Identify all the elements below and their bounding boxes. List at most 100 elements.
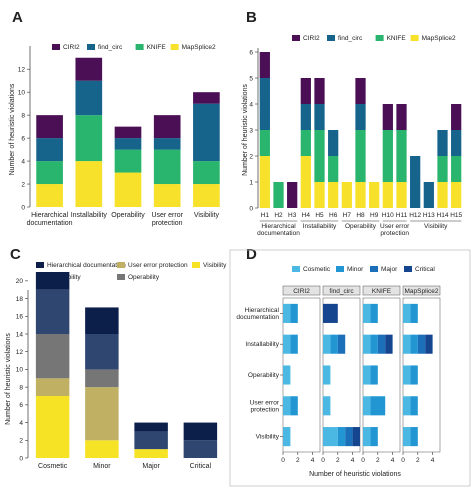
bar-segment	[283, 396, 291, 416]
x-tick-label: Operability	[111, 212, 145, 219]
bar-segment	[85, 334, 119, 370]
facet-title: CIRI2	[293, 288, 310, 295]
bar-segment	[153, 115, 181, 139]
bar-segment	[345, 427, 353, 447]
x-tick-label: H3	[288, 212, 297, 219]
y-tick-label: 4	[21, 158, 25, 165]
x-tick-label: Critical	[190, 463, 212, 470]
bar-segment	[85, 387, 119, 441]
bar-segment	[314, 182, 325, 208]
bar-segment	[134, 449, 168, 458]
x-tick-label: 2	[376, 457, 380, 464]
x-tick-label: H4	[302, 212, 311, 219]
x-tick-label: Cosmetic	[38, 463, 68, 470]
y-tick-label: Installability	[245, 341, 279, 348]
bar-segment	[363, 427, 371, 447]
bar-segment	[36, 184, 63, 207]
bar-segment	[314, 130, 325, 182]
bar-segment	[330, 334, 338, 354]
legend-label: Major	[381, 266, 398, 273]
panel-d: D Cosmetic Minor Major Critical CIRI2 0 2 4 find_…	[229, 246, 471, 487]
legend-label: Minor	[347, 266, 364, 273]
facet-strip	[402, 285, 441, 296]
y-axis-label: Number of heuristic violations	[9, 83, 16, 175]
bar-segment	[75, 57, 103, 81]
x-tick-label: H9	[370, 212, 379, 219]
bar-segment	[377, 334, 386, 354]
bar-segment	[36, 138, 63, 162]
bar-segment	[259, 156, 270, 208]
legend-label: User error protection	[128, 262, 188, 269]
legend-swatch	[117, 262, 125, 268]
panel-label-c: C	[10, 246, 21, 263]
bar-segment	[370, 396, 386, 416]
bar-segment	[193, 92, 220, 104]
y-tick-label: 10	[18, 89, 26, 96]
bar-segment	[183, 422, 218, 441]
bar-segment	[382, 182, 393, 208]
panel-label-d: D	[246, 246, 257, 263]
bar-segment	[410, 334, 418, 354]
bar-segment	[382, 130, 393, 182]
panel-c: C Hierarchical documentation User error pr…	[5, 246, 227, 470]
bar-segment	[193, 103, 220, 162]
bar-segment	[134, 422, 168, 432]
bar-segment	[355, 182, 366, 208]
x-tick-label: H11	[396, 212, 408, 219]
x-tick-label: 4	[351, 457, 355, 464]
bar-segment	[410, 396, 418, 416]
bar-segment	[283, 427, 291, 447]
bar-segment	[369, 182, 380, 208]
facet-strip	[322, 285, 361, 296]
bar-segment	[363, 396, 371, 416]
legend-label: MapSplice2	[182, 44, 216, 51]
group-label: Hierarchical documentation	[257, 223, 300, 237]
legend-label: CIRI2	[63, 44, 80, 51]
bar-segment	[300, 78, 311, 104]
bar-segment	[300, 156, 311, 208]
bar-segment	[300, 130, 311, 156]
x-tick-label: 4	[391, 457, 395, 464]
bar-segment	[283, 303, 291, 323]
y-tick-label: 4	[19, 420, 23, 427]
bar-segment	[36, 161, 63, 185]
bar-segment	[337, 427, 346, 447]
y-tick-label: 2	[249, 153, 253, 160]
legend-swatch	[292, 35, 300, 41]
bar-segment	[396, 130, 407, 182]
bar-segment	[363, 334, 371, 354]
legend-label: KNIFE	[147, 44, 167, 51]
y-tick-label: 2	[19, 438, 23, 445]
y-tick-label: 12	[16, 349, 24, 356]
bar-segment	[451, 182, 462, 208]
group-label: Installability	[303, 223, 337, 230]
legend-swatch	[36, 262, 44, 268]
x-tick-label: Hierarchical documentation	[27, 212, 73, 227]
bar-segment	[437, 156, 448, 182]
bar-segment	[314, 78, 325, 104]
bar-segment	[328, 130, 339, 156]
bar-segment	[290, 334, 298, 354]
x-tick-label: H10	[382, 212, 394, 219]
x-tick-label: H15	[450, 212, 462, 219]
legend-label: Visibility	[203, 262, 227, 269]
x-tick-label: Major	[142, 463, 160, 470]
bar-segment	[193, 161, 220, 185]
bar-segment	[385, 334, 393, 354]
legend-swatch	[292, 266, 300, 272]
legend-swatch	[87, 44, 95, 50]
bar-segment	[259, 78, 270, 130]
y-tick-label: Hierarchical documentation	[236, 307, 279, 321]
x-tick-label: Minor	[93, 463, 111, 470]
x-tick-label: H13	[423, 212, 435, 219]
bar-segment	[114, 172, 142, 207]
y-tick-label: 18	[16, 296, 24, 303]
bar-segment	[370, 334, 378, 354]
bar-segment	[35, 334, 70, 379]
bar-segment	[153, 149, 181, 185]
group-label: User error protection	[380, 223, 410, 237]
y-tick-label: Operability	[248, 372, 280, 379]
legend-swatch	[170, 44, 179, 50]
y-tick-label: 2	[21, 181, 25, 188]
